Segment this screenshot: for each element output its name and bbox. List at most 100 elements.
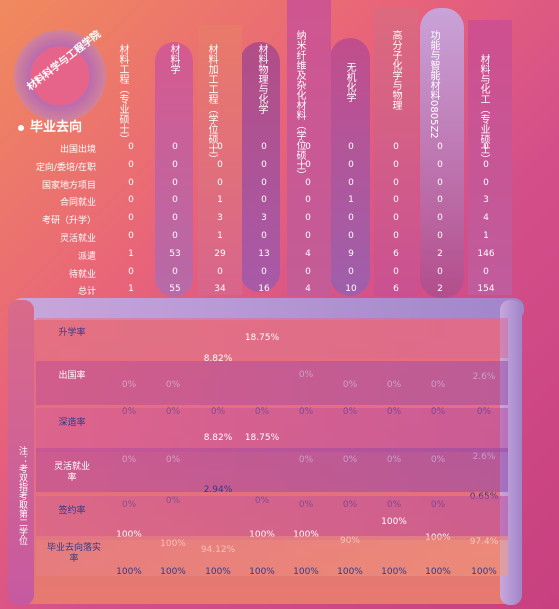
table-cell: 0	[172, 195, 178, 206]
bg-rect	[374, 8, 418, 296]
table-cell: 1	[483, 231, 489, 241]
table-cell: 4	[305, 284, 311, 295]
bg-pill	[330, 38, 370, 296]
row-label: 出国出境	[59, 145, 96, 155]
table-cell: 0	[261, 231, 267, 241]
table-cell: 6	[393, 248, 399, 259]
bg-rect	[468, 20, 512, 295]
table-cell: 0	[437, 142, 443, 152]
table-cell: 9	[348, 248, 354, 259]
table-cell: 0	[305, 177, 311, 188]
bg-rect	[287, 0, 331, 296]
col-header: 材料学	[168, 44, 179, 74]
rate-label: 签约率	[58, 506, 86, 516]
bg-pill	[155, 42, 193, 297]
rate-value: 100%	[471, 567, 497, 577]
table-cell: 0	[128, 142, 134, 152]
row-label: 待就业	[68, 269, 96, 280]
table-cell: 4	[305, 248, 311, 259]
footnote: 注：考双指考取第二学位	[17, 446, 27, 545]
table-cell: 34	[214, 284, 226, 295]
table-cell: 3	[217, 213, 223, 224]
col-header: 材料与化工（专业硕士）	[478, 54, 489, 164]
panel-frame-left	[8, 300, 34, 605]
bg-pill	[420, 8, 464, 298]
col-header: 无机化学	[344, 62, 355, 102]
panel-frame-top	[12, 298, 524, 320]
table-cell: 0	[348, 213, 354, 224]
table-cell: 0	[261, 142, 267, 152]
table-cell: 0	[305, 231, 311, 241]
table-cell: 0	[393, 159, 399, 170]
rate-value: 100%	[249, 567, 275, 577]
rate-label: 升学率	[58, 328, 86, 338]
table-cell: 4	[483, 213, 489, 224]
table-cell: 0	[437, 231, 443, 241]
table-cell: 0	[305, 266, 311, 277]
rate-value: 100%	[249, 530, 275, 540]
bg-rect	[198, 25, 242, 295]
table-cell: 0	[128, 266, 134, 277]
rate-value: 100%	[293, 567, 319, 577]
table-cell: 0	[261, 195, 267, 206]
rate-value: 2.94%	[203, 485, 233, 495]
rate-value: 18.75%	[244, 433, 280, 443]
table-cell: 0	[483, 177, 489, 188]
rate-band	[36, 448, 508, 492]
table-cell: 0	[305, 213, 311, 224]
rate-value: 100%	[293, 530, 319, 540]
rate-label: 毕业去向落实率	[46, 543, 101, 564]
col-header: 纳米纤维及杂化材料（学位硕士）	[294, 30, 305, 180]
table-cell: 0	[172, 213, 178, 224]
table-cell: 0	[348, 231, 354, 241]
row-label: 定向/委培/在职	[35, 162, 96, 173]
col-header: 材料物理与化学	[256, 44, 267, 114]
table-cell: 0	[305, 159, 311, 170]
rate-band	[36, 496, 508, 540]
table-cell: 29	[214, 248, 226, 259]
rate-band	[36, 361, 508, 405]
table-cell: 0	[437, 213, 443, 224]
table-cell: 0	[483, 266, 489, 277]
table-cell: 0	[172, 142, 178, 152]
table-cell: 0	[128, 159, 134, 170]
section-title: 毕业去向	[18, 116, 82, 135]
rate-value: 8.82%	[203, 354, 233, 364]
rate-value: 100%	[381, 517, 407, 527]
table-cell: 0	[437, 195, 443, 206]
table-cell: 55	[169, 284, 181, 295]
rate-band	[36, 318, 508, 358]
table-cell: 0	[393, 195, 399, 206]
table-cell: 0	[483, 142, 489, 152]
table-cell: 2	[437, 284, 443, 295]
rate-band	[36, 408, 508, 452]
rate-band	[36, 536, 508, 576]
col-header: 材料工程（专业硕士）	[117, 44, 128, 144]
row-label: 考研（升学）	[41, 216, 96, 227]
table-cell: 0	[393, 177, 399, 188]
rate-label: 出国率	[58, 371, 86, 381]
rate-label: 灵活就业率	[53, 462, 90, 483]
table-cell: 0	[348, 142, 354, 152]
table-cell: 0	[217, 266, 223, 277]
table-cell: 0	[393, 213, 399, 224]
college-badge	[14, 30, 106, 122]
table-cell: 0	[128, 231, 134, 241]
table-cell: 0	[128, 195, 134, 206]
bullet-icon	[18, 124, 24, 131]
table-cell: 0	[437, 159, 443, 170]
table-cell: 6	[393, 284, 399, 295]
table-cell: 1	[217, 195, 223, 206]
table-cell: 146	[477, 248, 495, 259]
table-cell: 13	[258, 248, 270, 259]
table-cell: 53	[169, 248, 181, 259]
rate-label: 深造率	[58, 418, 86, 428]
table-cell: 0	[393, 142, 399, 152]
rate-value: 100%	[337, 567, 363, 577]
rate-value: 100%	[160, 567, 186, 577]
table-cell: 0	[261, 266, 267, 277]
table-cell: 0	[437, 266, 443, 277]
table-cell: 0	[217, 177, 223, 188]
col-header: 高分子化学与物理	[390, 30, 401, 110]
row-label: 灵活就业	[59, 234, 96, 244]
